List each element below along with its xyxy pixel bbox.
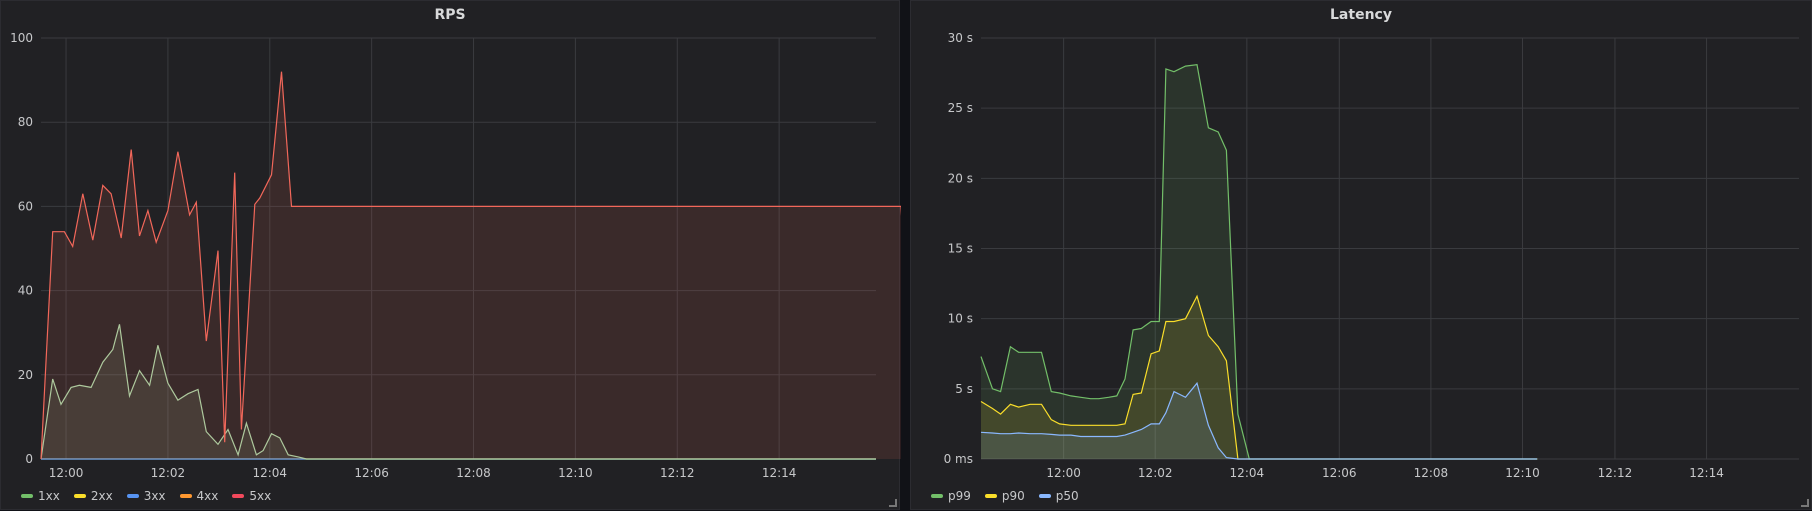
x-tick-label: 12:08: [456, 466, 491, 480]
legend-label: 1xx: [38, 489, 60, 503]
series-line-5xx: [40, 71, 901, 460]
panel-title: RPS: [434, 7, 466, 23]
x-tick-label: 12:06: [1322, 466, 1357, 480]
series-line-p90: [980, 294, 1538, 460]
series-line-p99: [980, 64, 1538, 460]
latency-chart: 0 ms 5 s 10 s 15 s 20 s 25 s 30 s 12:00 12:02 12:…: [944, 31, 1799, 480]
y-tick-label: 40: [18, 284, 33, 298]
y-tick-label: 20: [18, 368, 33, 382]
legend-swatch: [931, 494, 943, 498]
series-area-p50: [981, 383, 1538, 459]
legend-label: 4xx: [196, 489, 219, 503]
y-tick-label: 30 s: [948, 31, 973, 45]
legend-item-5xx[interactable]: 5xx: [232, 489, 271, 503]
legend-swatch: [179, 494, 192, 498]
rps-chart: 0 20 40 60 80 100 12:00 12:02 12:04 12:06 12:08 12:…: [10, 31, 901, 480]
rps-panel[interactable]: RPS 0 20 40 60 80 100 12:00 12:02 12:04 12:06 12:0…: [0, 0, 901, 510]
legend-label: p50: [1055, 489, 1079, 503]
x-tick-label: 12:00: [1046, 466, 1081, 480]
legend: p99 p90 p50: [931, 489, 1079, 503]
x-tick-label: 12:14: [1689, 466, 1724, 480]
legend-item-p50[interactable]: p50: [1038, 489, 1079, 503]
legend-swatch: [73, 494, 86, 498]
latency-panel[interactable]: Latency 0 ms 5 s 10 s 15 s 20 s 25 s 30 s 12:00…: [910, 0, 1812, 510]
x-tick-label: 12:08: [1414, 466, 1449, 480]
series-line-4xx: [40, 324, 876, 460]
resize-handle[interactable]: [1801, 499, 1809, 507]
y-tick-label: 0 ms: [944, 452, 973, 466]
panel-title: Latency: [1330, 7, 1392, 23]
x-tick-label: 12:02: [1138, 466, 1173, 480]
y-tick-label: 0: [25, 452, 33, 466]
x-tick-label: 12:10: [558, 466, 593, 480]
legend-swatch: [1038, 494, 1051, 498]
y-tick-label: 80: [18, 115, 33, 129]
legend-item-2xx[interactable]: 2xx: [73, 489, 113, 503]
x-tick-label: 12:02: [151, 466, 186, 480]
y-tick-label: 10 s: [948, 312, 973, 326]
legend-label: 3xx: [143, 489, 166, 503]
legend-label: 2xx: [90, 489, 113, 503]
y-tick-label: 20 s: [948, 171, 973, 185]
legend-label: 5xx: [249, 489, 272, 503]
x-tick-label: 12:12: [1598, 466, 1633, 480]
legend-item-p99[interactable]: p99: [931, 489, 971, 503]
x-tick-label: 12:12: [660, 466, 695, 480]
y-tick-label: 100: [10, 31, 33, 45]
legend-label: p90: [1001, 489, 1025, 503]
legend-swatch: [232, 494, 245, 498]
legend-label: p99: [948, 489, 971, 503]
y-tick-label: 25 s: [948, 101, 973, 115]
y-tick-label: 60: [18, 199, 33, 213]
legend-swatch: [21, 494, 33, 498]
legend-item-3xx[interactable]: 3xx: [126, 489, 166, 503]
legend-swatch: [984, 494, 997, 498]
series-area-p99: [981, 64, 1538, 459]
series-area-p90: [981, 296, 1538, 459]
x-tick-label: 12:00: [49, 466, 84, 480]
legend-swatch: [126, 494, 139, 498]
legend-item-p90[interactable]: p90: [984, 489, 1025, 503]
x-tick-label: 12:14: [762, 466, 797, 480]
y-tick-label: 5 s: [955, 382, 973, 396]
legend-item-4xx[interactable]: 4xx: [179, 489, 219, 503]
series-area-4xx: [41, 324, 876, 459]
x-tick-label: 12:04: [1230, 466, 1265, 480]
legend-item-1xx[interactable]: 1xx: [21, 489, 60, 503]
legend: 1xx 2xx 3xx 4xx 5xx: [21, 489, 271, 503]
x-tick-label: 12:06: [354, 466, 389, 480]
x-tick-label: 12:10: [1505, 466, 1540, 480]
series-line-p50: [980, 381, 1538, 460]
x-tick-label: 12:04: [252, 466, 287, 480]
series-area-5xx: [41, 71, 901, 459]
y-tick-label: 15 s: [948, 242, 973, 256]
resize-handle[interactable]: [889, 499, 897, 507]
